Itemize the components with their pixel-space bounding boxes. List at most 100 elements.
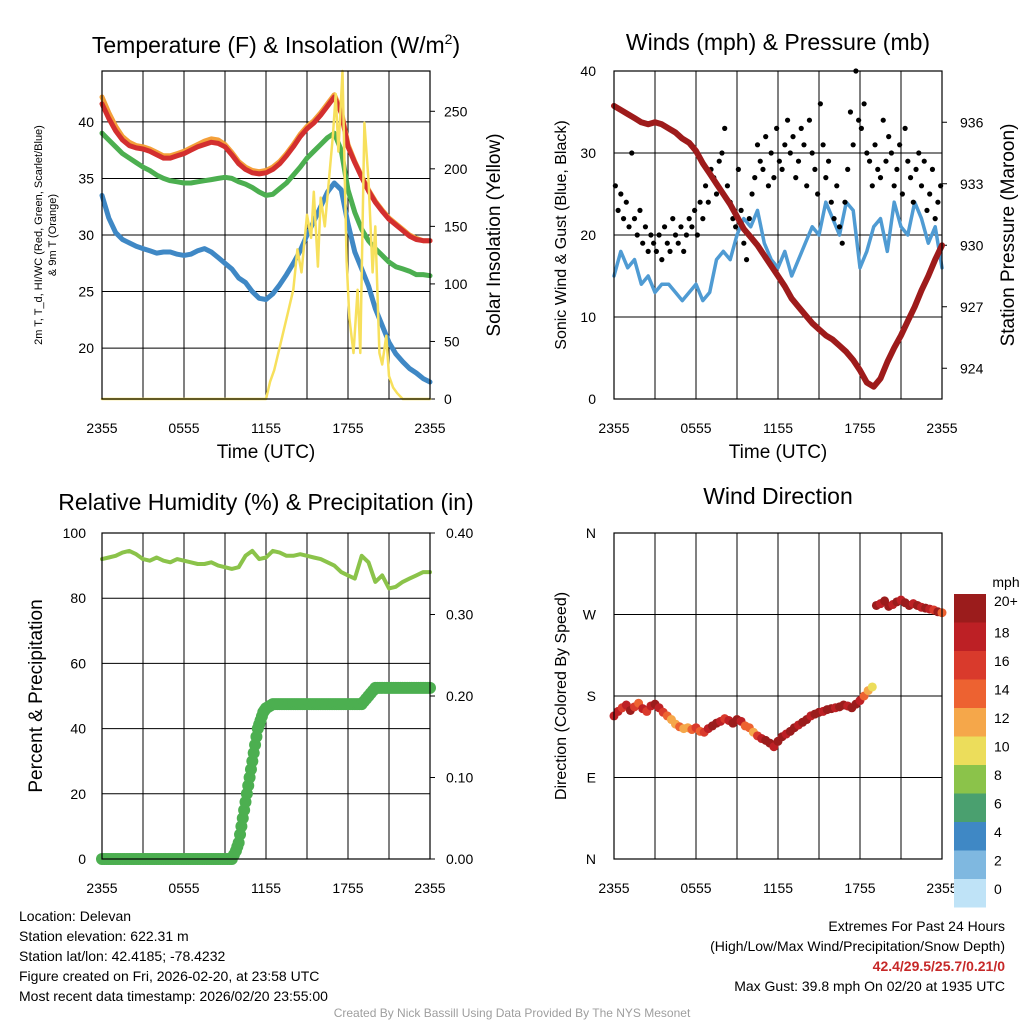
- colorbar-label: 2: [994, 853, 1002, 869]
- x-tick-label: 1755: [332, 420, 363, 436]
- gust-point: [847, 109, 854, 115]
- gust-point: [850, 142, 856, 148]
- x-tick-label: 2355: [926, 420, 957, 436]
- x-tick-label: 2355: [926, 880, 957, 896]
- chart-title: Wind Direction: [703, 483, 853, 509]
- y-tick-label-right: 0.40: [446, 525, 473, 541]
- humidity-chart: 2355 0555 1155 1755 23550204060801000.000.10…: [26, 489, 474, 896]
- gust-point: [659, 257, 665, 263]
- y-tick-label-left: 40: [70, 721, 86, 737]
- gust-point: [683, 232, 690, 238]
- gust-point: [880, 117, 886, 123]
- gust-point: [653, 248, 659, 254]
- x-tick-label: 0555: [680, 880, 711, 896]
- chart-title: Relative Humidity (%) & Precipitation (i…: [58, 489, 473, 515]
- max-gust-text: Max Gust: 39.8 mph On 02/20 at 1935 UTC: [734, 978, 1005, 994]
- colorbar-label: 12: [994, 710, 1010, 726]
- y-tick-label-left: W: [583, 607, 597, 623]
- gust-point: [763, 134, 769, 140]
- y-tick-label-right: 0.30: [446, 607, 473, 623]
- x-tick-label: 2355: [86, 880, 117, 896]
- y-tick-label-left: 20: [70, 786, 86, 802]
- x-tick-label: 2355: [598, 880, 629, 896]
- gust-point: [637, 207, 643, 213]
- gust-point: [631, 216, 638, 222]
- gust-point: [733, 224, 739, 230]
- colorbar-label: 18: [994, 625, 1010, 641]
- y-tick-label-right: 250: [444, 103, 468, 119]
- wind-chart: 2355 0555 1155 1755 235501020304092492793093…: [553, 29, 1019, 463]
- gust-point: [757, 158, 763, 164]
- location-text: Location: Delevan: [19, 908, 132, 924]
- latlon-text: Station lat/lon: 42.4185; -78.4232: [19, 948, 226, 964]
- gust-point: [910, 199, 916, 205]
- station-info: Location: Delevan Station elevation: 622…: [19, 906, 328, 1006]
- x-tick-label: 1155: [251, 880, 281, 896]
- gust-point: [897, 142, 903, 148]
- gust-point: [768, 150, 774, 156]
- gust-point: [836, 224, 843, 230]
- y-tick-label-left: 80: [70, 590, 86, 606]
- gust-point: [823, 175, 829, 181]
- y-tick-label-right: 933: [960, 176, 984, 192]
- gust-point: [801, 142, 807, 148]
- plot-frame: [101, 70, 431, 400]
- gust-point: [735, 166, 741, 172]
- gust-point: [787, 150, 793, 156]
- recent-data-text: Most recent data timestamp: 2026/02/20 2…: [19, 988, 328, 1004]
- colorbar-swatch: [954, 822, 986, 851]
- gust-point: [779, 166, 785, 172]
- colorbar: mph 20+ 18 16 14 12 10 8 6 4 2 0: [954, 574, 1020, 908]
- colorbar-label: 16: [994, 653, 1010, 669]
- y-tick-label-left: 20: [78, 340, 94, 356]
- y-tick-label-left: 40: [580, 63, 596, 79]
- gust-point: [702, 183, 709, 189]
- gust-point: [689, 224, 695, 230]
- y-tick-label-left: 35: [78, 170, 94, 186]
- gust-point: [784, 117, 791, 123]
- y-tick-label-right: 0: [444, 391, 452, 407]
- gust-point: [651, 240, 657, 246]
- gust-point: [634, 232, 640, 238]
- gust-point: [842, 199, 848, 205]
- x-tick-label: 1755: [844, 880, 875, 896]
- gust-point: [804, 183, 810, 189]
- x-axis-label: Time (UTC): [729, 442, 828, 463]
- y-tick-label-left: 10: [580, 309, 596, 325]
- colorbar-label: 8: [994, 767, 1002, 783]
- credit-text: Created By Nick Bassill Using Data Provi…: [333, 1006, 691, 1020]
- gust-point: [661, 224, 668, 230]
- y-axis-label-left-2: & 9m T (Orange): [47, 194, 59, 276]
- y-tick-label-left: 30: [580, 145, 596, 161]
- gust-point: [670, 216, 676, 222]
- y-tick-label-right: 936: [960, 114, 984, 130]
- gust-point: [629, 150, 635, 156]
- gust-point: [615, 207, 621, 213]
- gust-point: [741, 240, 747, 246]
- y-axis-label-left: Direction (Colored By Speed): [553, 592, 570, 800]
- series-sonic-wind: [612, 200, 944, 303]
- gust-point: [752, 175, 758, 181]
- x-tick-label: 1755: [844, 420, 875, 436]
- gust-point: [861, 101, 867, 107]
- gust-point: [692, 207, 698, 213]
- gust-point: [869, 183, 875, 189]
- colorbar-swatch: [954, 622, 986, 651]
- x-tick-label: 2355: [598, 420, 629, 436]
- gust-point: [700, 216, 706, 222]
- colorbar-swatch: [954, 879, 986, 908]
- gust-point: [656, 232, 662, 238]
- colorbar-swatch: [954, 594, 986, 623]
- y-tick-label-right: 0.20: [446, 688, 473, 704]
- gust-point: [774, 125, 780, 131]
- gust-point: [798, 125, 804, 131]
- y-tick-label-right: 930: [960, 237, 984, 253]
- gust-point: [902, 125, 908, 131]
- gust-point: [839, 240, 845, 246]
- gust-point: [834, 183, 840, 189]
- gust-point: [858, 125, 864, 131]
- y-tick-label-right: 150: [444, 218, 468, 234]
- gust-point: [793, 175, 799, 181]
